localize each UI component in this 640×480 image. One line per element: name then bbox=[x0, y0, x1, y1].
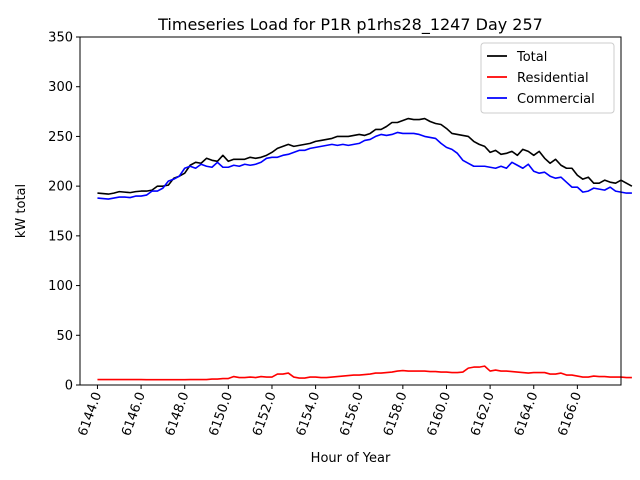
x-axis-label: Hour of Year bbox=[311, 451, 391, 466]
series-line-commercial bbox=[97, 131, 632, 200]
legend-box bbox=[480, 42, 615, 114]
series-line-total bbox=[97, 117, 633, 195]
series-layer bbox=[97, 117, 633, 381]
axes-frame bbox=[79, 36, 622, 386]
y-tick-label: 50 bbox=[56, 329, 73, 344]
y-axis-label: kW total bbox=[14, 184, 29, 238]
legend-label-residential: Residential bbox=[517, 71, 589, 86]
y-tick-label: 250 bbox=[48, 130, 73, 145]
legend-label-total: Total bbox=[516, 50, 547, 65]
chart-title: Timeseries Load for P1R p1rhs28_1247 Day… bbox=[157, 15, 543, 35]
y-tick-label: 150 bbox=[48, 229, 73, 244]
y-tick-label: 350 bbox=[48, 31, 73, 46]
y-tick-label: 300 bbox=[48, 80, 73, 95]
legend: Total Residential Commercial bbox=[480, 42, 615, 114]
y-tick-label: 100 bbox=[48, 279, 73, 294]
y-tick-label: 0 bbox=[65, 379, 73, 394]
y-tick-label: 200 bbox=[48, 180, 73, 195]
series-line-residential bbox=[97, 365, 632, 381]
legend-label-commercial: Commercial bbox=[517, 92, 595, 107]
